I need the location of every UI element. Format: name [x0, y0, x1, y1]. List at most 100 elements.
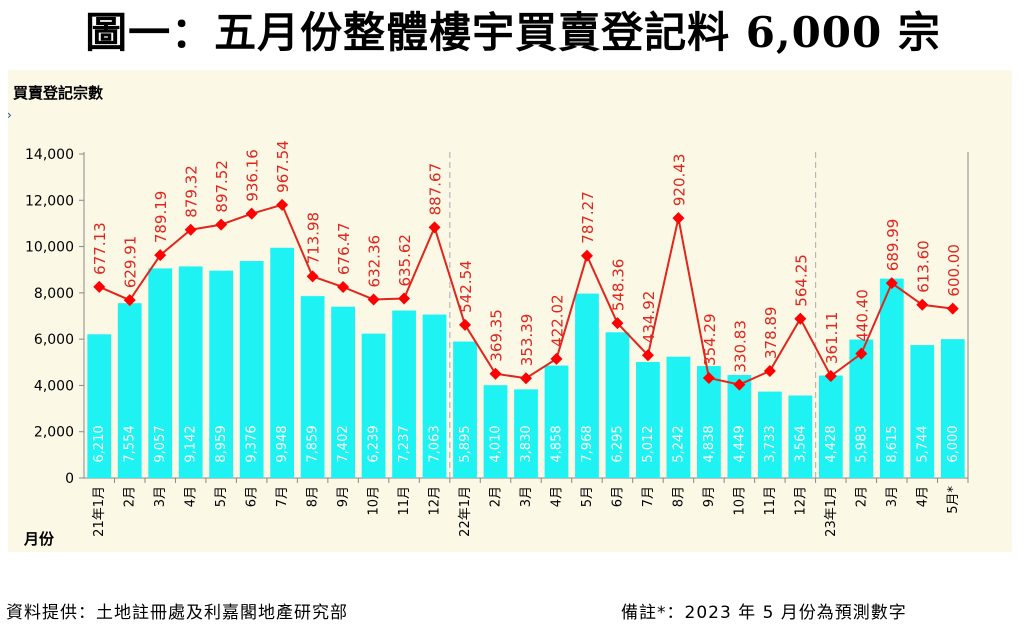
- bar: [239, 261, 264, 478]
- line-value-label: 629.91: [122, 236, 140, 289]
- bar: [818, 375, 843, 478]
- line-value-label: 920.43: [670, 154, 688, 207]
- bar-value-label: 9,142: [184, 425, 199, 462]
- y-tick-label: 2,000: [34, 425, 74, 441]
- x-tick-label: 12月: [428, 486, 443, 516]
- line-value-label: 676.47: [335, 223, 353, 276]
- x-tick-label: 2月: [123, 486, 138, 507]
- x-tick-label: 3月: [519, 486, 534, 507]
- line-marker: [580, 249, 593, 262]
- bar-value-label: 5,895: [458, 425, 473, 462]
- line-value-label: 422.02: [548, 294, 566, 347]
- x-tick-label: 6月: [245, 486, 260, 507]
- x-tick-label: 9月: [336, 486, 351, 507]
- bar: [514, 389, 538, 478]
- caret-icon: ›: [7, 108, 12, 122]
- x-tick-label: 11月: [763, 486, 778, 516]
- line-value-label: 434.92: [640, 291, 658, 344]
- line-value-label: 369.35: [488, 309, 506, 362]
- bar-value-label: 6,295: [610, 425, 625, 462]
- bar-value-label: 6,239: [367, 425, 382, 462]
- y-tick-label: 4,000: [34, 378, 74, 394]
- bar: [178, 266, 203, 478]
- line-marker: [489, 367, 502, 380]
- bar: [361, 333, 386, 478]
- x-tick-label: 8月: [671, 486, 686, 507]
- x-tick-label: 4月: [915, 486, 930, 507]
- x-tick-label: 3月: [885, 486, 900, 507]
- bar: [331, 306, 355, 478]
- line-value-label: 548.36: [609, 259, 627, 312]
- bar-value-label: 4,858: [549, 425, 564, 462]
- x-tick-label: 6月: [610, 486, 625, 507]
- footnote: 備註*：2023 年 5 月份為預測數字: [621, 603, 907, 623]
- line-marker: [184, 223, 197, 236]
- bar-value-label: 3,830: [519, 425, 534, 462]
- chart-panel: [8, 70, 1012, 552]
- y-tick-label: 0: [65, 471, 74, 487]
- y-tick-label: 10,000: [25, 240, 74, 256]
- bar-value-label: 4,449: [732, 425, 747, 462]
- bar-value-label: 7,237: [397, 425, 412, 462]
- line-value-label: 879.32: [183, 165, 201, 218]
- line-value-label: 787.27: [579, 191, 597, 244]
- bar-value-label: 4,428: [824, 425, 839, 462]
- y-tick-label: 12,000: [25, 193, 74, 209]
- x-tick-label: 4月: [184, 486, 199, 507]
- line-marker: [672, 212, 685, 225]
- bar-value-label: 6,000: [946, 425, 961, 462]
- x-tick-label: 11月: [397, 486, 412, 516]
- y-axis-label: 買賣登記宗數: [13, 84, 104, 102]
- line-value-label: 689.99: [884, 219, 902, 272]
- bar: [117, 303, 142, 478]
- y-tick-label: 14,000: [25, 147, 74, 163]
- bar-value-label: 3,733: [763, 425, 778, 462]
- line-marker: [641, 349, 654, 362]
- line-value-label: 440.40: [853, 289, 871, 342]
- line-value-label: 353.39: [518, 314, 536, 367]
- bar: [788, 395, 813, 478]
- x-tick-label: 22年1月: [458, 486, 473, 537]
- bar-value-label: 8,615: [885, 425, 900, 462]
- line-value-label: 613.60: [914, 240, 932, 293]
- x-tick-label: 7月: [641, 486, 656, 507]
- line-marker: [398, 292, 411, 305]
- bar-value-label: 7,859: [306, 425, 321, 462]
- bar-value-label: 9,376: [245, 425, 260, 462]
- bar-value-label: 7,968: [580, 425, 595, 462]
- line-marker: [337, 281, 350, 294]
- x-tick-label: 5月: [214, 486, 229, 507]
- line-marker: [276, 198, 289, 211]
- line-marker: [733, 378, 746, 391]
- bar: [422, 314, 447, 478]
- line-value-label: 542.54: [457, 260, 475, 313]
- line-marker: [428, 221, 441, 234]
- x-tick-label: 7月: [275, 486, 290, 507]
- bar-value-label: 3,564: [793, 425, 808, 462]
- line-value-label: 887.67: [427, 163, 445, 216]
- line-marker: [611, 317, 624, 330]
- line-marker: [824, 370, 837, 383]
- x-tick-label: 2月: [489, 486, 504, 507]
- line-value-label: 330.83: [731, 320, 749, 373]
- bar-value-label: 5,242: [671, 425, 686, 462]
- bar: [270, 247, 295, 478]
- line-marker: [245, 207, 258, 220]
- bar: [757, 391, 782, 478]
- bar: [849, 339, 874, 478]
- bar: [727, 375, 752, 478]
- y-tick-label: 8,000: [34, 286, 74, 302]
- bar: [666, 356, 691, 478]
- x-tick-label: 9月: [702, 486, 717, 507]
- line-value-label: 564.25: [792, 254, 810, 307]
- line-value-label: 897.52: [213, 160, 231, 213]
- line-marker: [794, 312, 807, 325]
- line-marker: [550, 352, 563, 365]
- bar-value-label: 7,554: [123, 425, 138, 462]
- line-value-label: 635.62: [396, 234, 414, 287]
- bar: [453, 341, 477, 478]
- line-marker: [154, 249, 167, 262]
- bar-value-label: 5,012: [641, 425, 656, 462]
- line-marker: [306, 270, 319, 283]
